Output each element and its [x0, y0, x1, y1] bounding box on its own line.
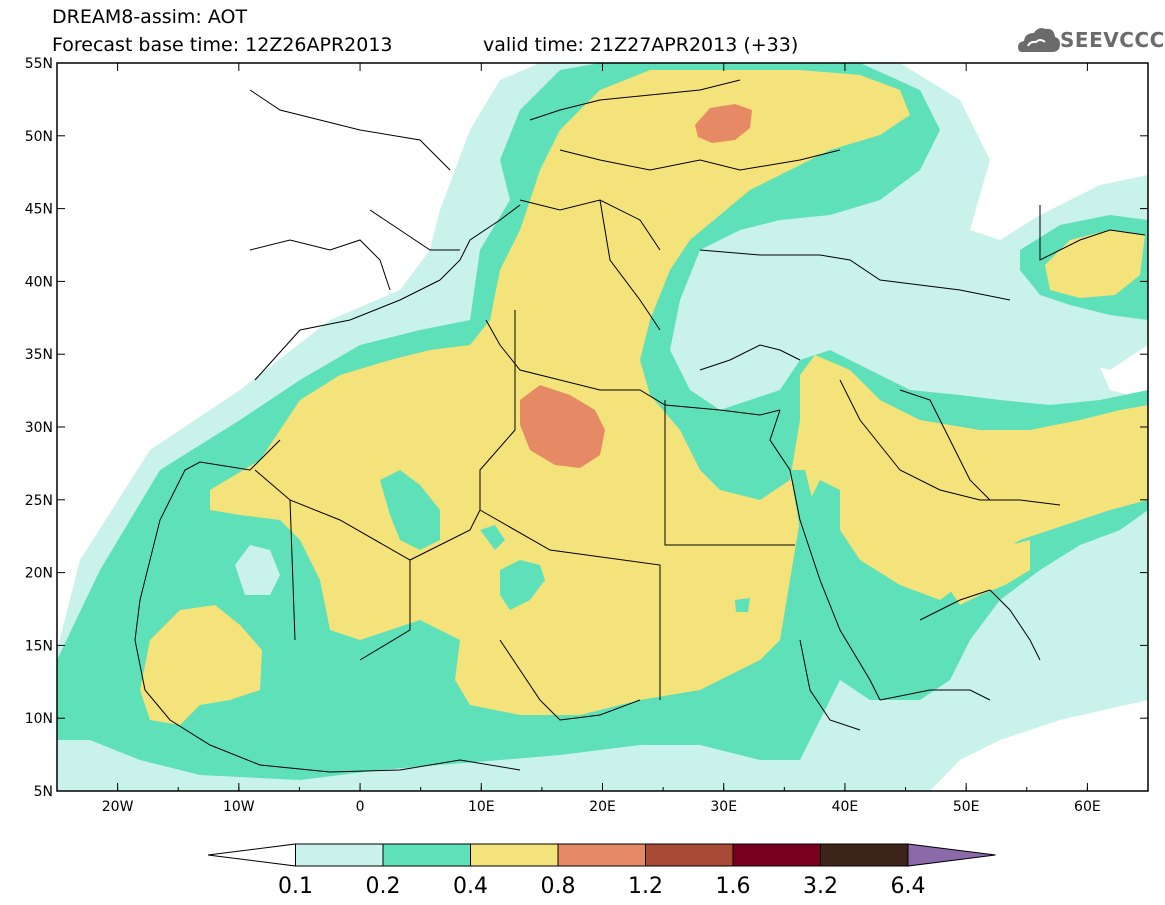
colorbar-swatch	[295, 843, 384, 867]
forecast-base-time: Forecast base time: 12Z26APR2013	[52, 34, 393, 56]
colorbar-label: 1.2	[628, 874, 663, 899]
lat-label: 30N	[25, 420, 53, 436]
lon-label: 60E	[1074, 799, 1101, 815]
aot-contour-0.8-libya	[520, 385, 605, 468]
lat-label: 5N	[34, 784, 53, 800]
lat-label: 55N	[25, 56, 53, 72]
lat-label: 10N	[25, 711, 53, 727]
longitude-axis: 20W 10W 0 10E 20E 30E 40E 50E 60E	[56, 63, 1149, 815]
aot-hole-redsea	[790, 470, 835, 640]
aot-contour-0.4	[210, 70, 1148, 715]
aot-hole-sahara-1	[380, 470, 440, 550]
colorbar-label: 0.1	[278, 874, 313, 899]
lon-label: 0	[356, 799, 365, 815]
aot-hole-mauritania	[235, 545, 280, 595]
colorbar-swatch	[732, 843, 821, 867]
lon-label: 40E	[832, 799, 859, 815]
aot-hole-sahara-2	[500, 560, 545, 610]
aot-hole-sudan	[735, 598, 750, 612]
colorbar-label: 6.4	[891, 874, 926, 899]
lon-label: 30E	[710, 799, 737, 815]
aot-contour-0.4-caspian	[1045, 230, 1145, 298]
colorbar-swatch	[557, 843, 646, 867]
aot-contour-0.4-arabia	[950, 540, 1030, 605]
colorbar-under-triangle	[207, 843, 296, 867]
lon-label: 20W	[102, 799, 134, 815]
logo-text: SEEVCCC	[1060, 28, 1165, 52]
lon-label: 50E	[953, 799, 980, 815]
colorbar-over-triangle	[907, 843, 996, 867]
colorbar-label: 1.6	[716, 874, 751, 899]
lon-label: 20E	[589, 799, 616, 815]
lat-label: 35N	[25, 347, 53, 363]
valid-time: valid time: 21Z27APR2013 (+33)	[483, 34, 799, 56]
cloud-logo-icon	[1018, 28, 1060, 52]
colorbar-swatch	[820, 843, 909, 867]
lat-label: 40N	[25, 274, 53, 290]
latitude-axis: 55N 50N 45N 40N 35N 30N 25N 20N 15N 10N 5N	[25, 56, 1148, 800]
lon-label: 10E	[468, 799, 495, 815]
lat-label: 45N	[25, 202, 53, 218]
aot-contour-0.4-west-africa	[140, 605, 262, 725]
map-title: DREAM8-assim: AOT	[52, 6, 248, 28]
aot-contour-0.8-ukraine	[695, 104, 752, 143]
aot-field	[57, 63, 1148, 791]
colorbar-label: 3.2	[803, 874, 838, 899]
lat-label: 20N	[25, 566, 53, 582]
country-borders	[134, 79, 1146, 773]
lat-label: 25N	[25, 493, 53, 509]
lat-label: 50N	[25, 129, 53, 145]
colorbar: 0.1 0.2 0.4 0.8 1.2 1.6 3.2 6.4	[207, 843, 996, 899]
lat-label: 15N	[25, 638, 53, 654]
colorbar-swatch	[645, 843, 734, 867]
colorbar-swatch	[470, 843, 559, 867]
colorbar-swatch	[382, 843, 471, 867]
colorbar-label: 0.2	[366, 874, 401, 899]
lon-label: 10W	[223, 799, 255, 815]
colorbar-label: 0.4	[453, 874, 488, 899]
colorbar-label: 0.8	[541, 874, 576, 899]
aot-hole-sahara-3	[480, 525, 505, 550]
